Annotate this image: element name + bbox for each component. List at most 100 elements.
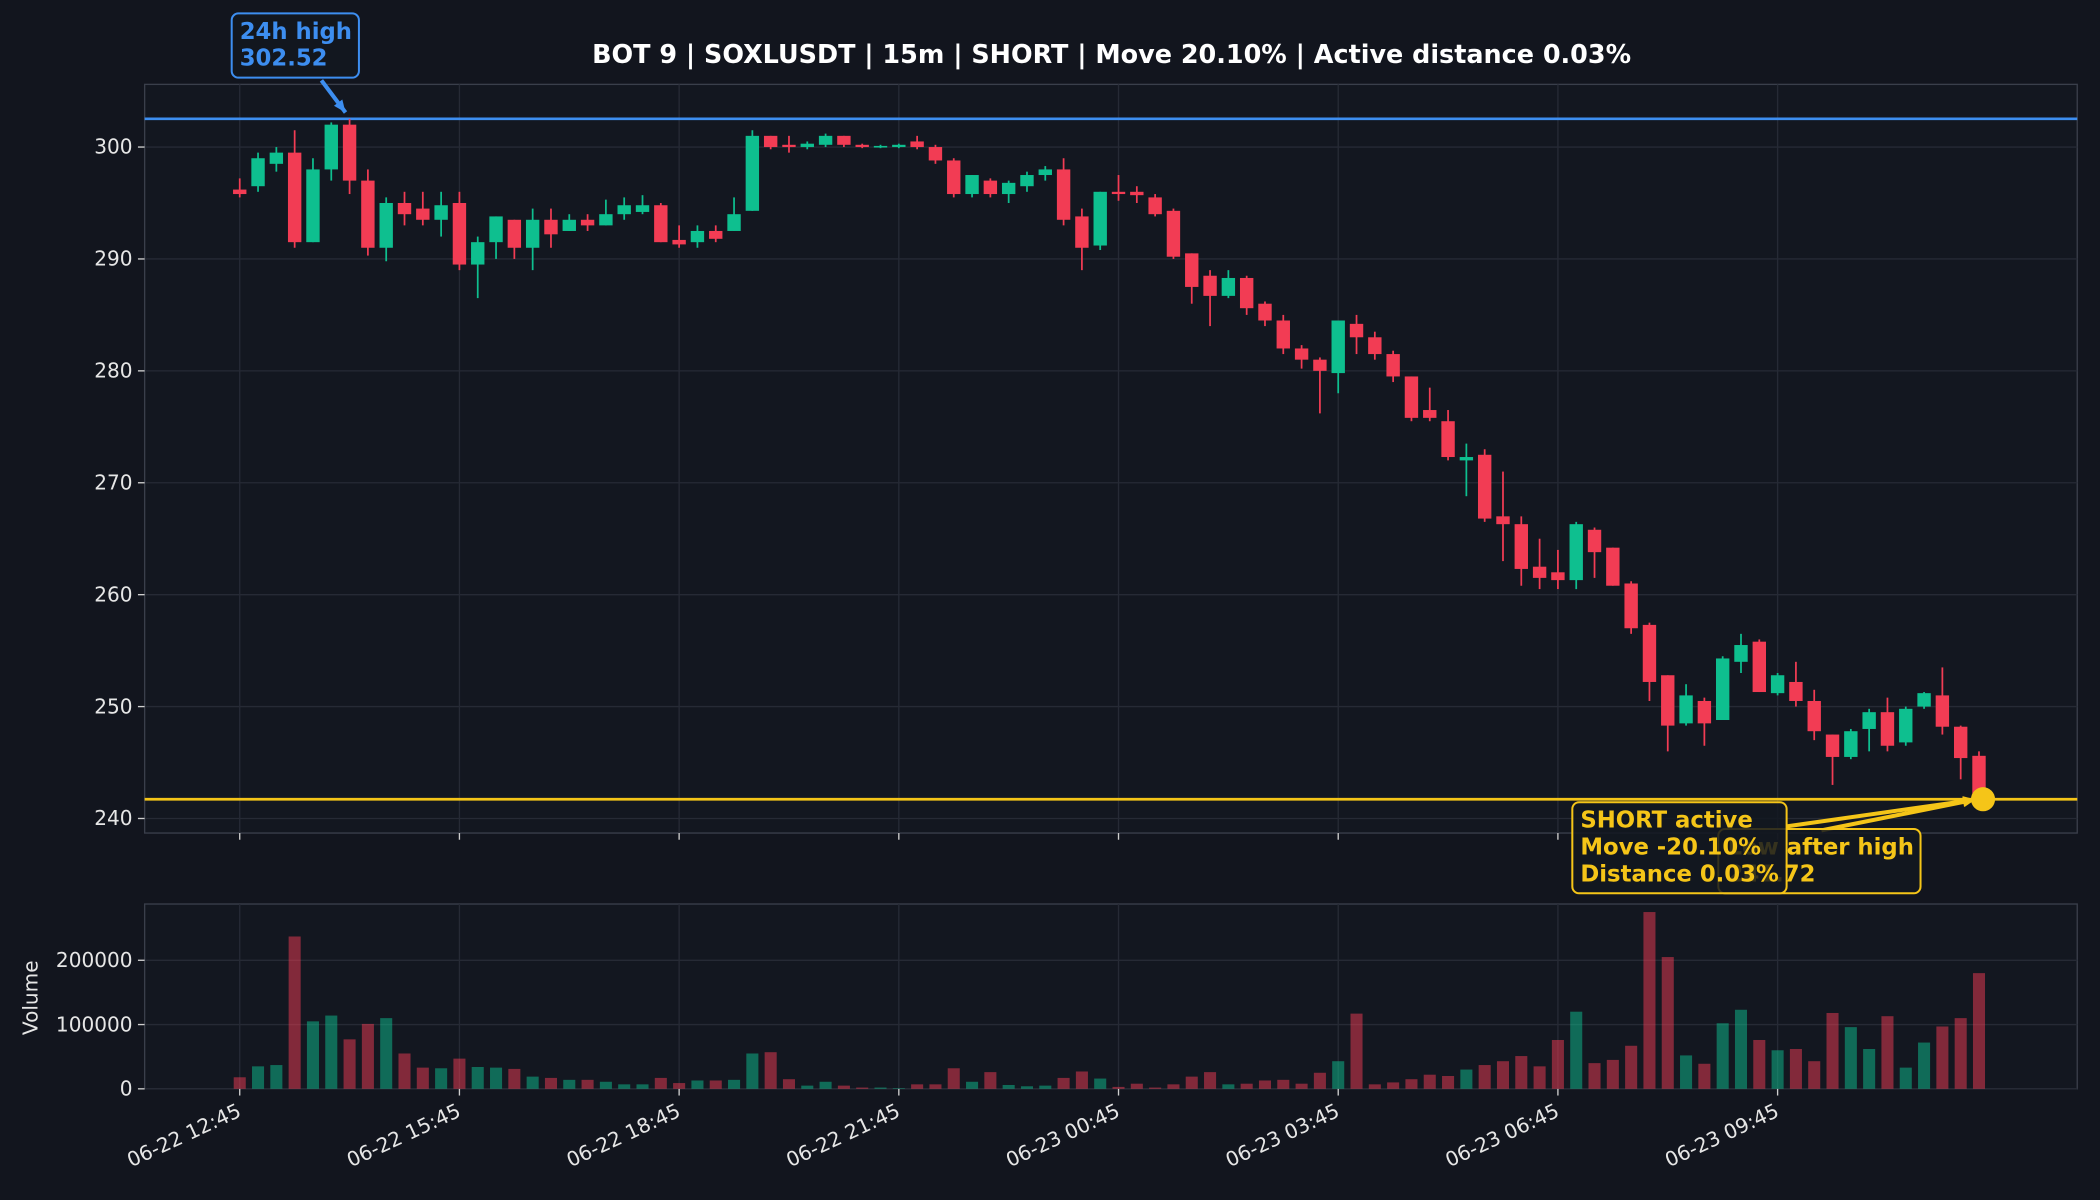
candle-body [763,135,778,148]
volume-bar [1808,1061,1821,1089]
volume-bar [1039,1085,1052,1089]
y-tick-label: 200000 [56,948,133,972]
volume-bar [288,936,301,1089]
volume-bar [544,1077,557,1089]
volume-bar [1442,1075,1455,1089]
y-tick-label: 280 [94,359,132,383]
volume-bar [490,1067,503,1089]
candle-body [1056,169,1071,220]
candle-body [1038,169,1052,176]
candle-body [892,144,906,148]
candle-body [1606,547,1620,586]
volume-bar [233,1077,246,1089]
y-tick-label: 250 [94,694,132,718]
candle-body [1349,323,1364,338]
candle-body [1258,303,1272,321]
candle-body [397,202,412,215]
volume-bar [1863,1048,1876,1089]
candle-body [1185,253,1199,287]
candle-body [1587,529,1602,553]
candle-body [1715,658,1730,721]
marks [144,117,2078,1089]
candle-body [489,216,503,243]
candle-body [1111,191,1126,195]
candle-body [1423,410,1437,418]
volume-bar [563,1079,576,1089]
volume-bar [1625,1045,1638,1089]
volume-bar [1936,1026,1949,1089]
candle-body [1001,182,1016,195]
volume-bar [1698,1063,1711,1089]
candle-body [617,205,631,215]
candle-body [361,180,375,248]
volume-bar [526,1076,539,1089]
candle-body [1899,708,1913,743]
candle-body [745,135,760,211]
volume-bar [782,1079,795,1089]
candle-body [452,202,467,265]
candle-body [709,230,723,239]
candle-body [818,135,833,145]
volume-bar [270,1065,283,1089]
candle-body [1880,712,1895,746]
y-tick-label: 240 [94,806,132,830]
y-tick-label: 300 [94,135,132,159]
candle-body [910,141,924,148]
volume-bar [361,1023,374,1089]
y-tick-label: 100000 [56,1012,133,1036]
candle-body [1313,359,1327,371]
candle-body [251,158,265,187]
volume-bar [929,1084,942,1089]
volume-bar [1149,1087,1162,1089]
volume-bar [380,1018,393,1089]
volume-bar [252,1066,265,1089]
volume-bar [728,1079,741,1089]
candle-body [1294,348,1309,360]
candle-body [434,205,448,220]
annotation-text: SHORT active [1580,808,1752,834]
volume-bar [1826,1012,1839,1089]
annotation-text: Distance 0.03% [1580,861,1779,887]
volume-bar [1954,1018,1967,1089]
candle-body [1624,583,1638,629]
candle-body [635,205,650,212]
candle-body [1697,700,1712,724]
volume-bar [1277,1079,1290,1089]
volume-bar [1112,1086,1125,1089]
candle-body [1148,197,1162,215]
volume-bar [1094,1078,1107,1089]
y-tick-label: 290 [94,247,132,271]
candle-body [1935,695,1950,727]
volume-bar [599,1081,612,1089]
volume-bar [911,1084,924,1089]
volume-bar [1222,1084,1235,1089]
volume-bar [1881,1016,1894,1089]
volume-bar [984,1072,997,1089]
volume-panel [143,903,2078,1090]
volume-bar [1734,1009,1748,1089]
volume-bar [1167,1084,1180,1089]
volume-bar [691,1080,704,1089]
volume-bar [581,1079,594,1089]
volume-bar [306,1021,319,1089]
candle-body [1386,354,1400,377]
candle-body [507,219,522,248]
volume-bar [1661,957,1674,1089]
volume-bar [1771,1050,1784,1089]
candle-body [928,147,943,161]
volume-bar [1588,1063,1601,1089]
volume-bar [1258,1080,1272,1089]
candle-body [233,189,247,195]
candle-body [525,219,540,248]
volume-bar [1680,1055,1693,1089]
candle-body [544,219,558,235]
volume-bar [1350,1013,1363,1089]
candle-body [1953,726,1968,759]
volume-bar [1570,1011,1583,1089]
candle-body [1862,712,1876,729]
candle-body [342,124,357,181]
volume-bar [471,1066,484,1089]
volume-bar [966,1081,979,1089]
